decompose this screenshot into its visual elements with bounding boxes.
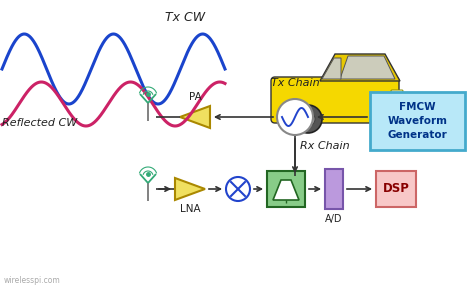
FancyBboxPatch shape <box>267 171 305 207</box>
Circle shape <box>378 105 406 133</box>
Polygon shape <box>175 178 205 200</box>
Text: Tx CW: Tx CW <box>165 11 205 24</box>
FancyBboxPatch shape <box>376 171 416 207</box>
Polygon shape <box>273 180 299 200</box>
FancyBboxPatch shape <box>389 101 403 113</box>
Text: A/D: A/D <box>325 214 343 224</box>
FancyBboxPatch shape <box>391 90 403 100</box>
Text: wirelesspi.com: wirelesspi.com <box>4 276 61 285</box>
Circle shape <box>301 112 315 126</box>
Text: Rx Chain: Rx Chain <box>300 141 350 151</box>
Circle shape <box>277 99 313 135</box>
FancyBboxPatch shape <box>271 77 399 123</box>
Text: Tx Chain: Tx Chain <box>271 78 319 88</box>
Polygon shape <box>322 58 341 79</box>
FancyBboxPatch shape <box>370 92 465 150</box>
Text: DSP: DSP <box>383 182 410 195</box>
Text: PA: PA <box>189 92 201 102</box>
Circle shape <box>385 112 399 126</box>
Polygon shape <box>180 106 210 128</box>
Text: FMCW
Waveform
Generator: FMCW Waveform Generator <box>388 102 447 140</box>
Circle shape <box>294 105 322 133</box>
FancyBboxPatch shape <box>325 169 343 209</box>
Text: LNA: LNA <box>180 204 201 214</box>
Circle shape <box>226 177 250 201</box>
Polygon shape <box>320 54 400 81</box>
Polygon shape <box>340 56 395 79</box>
Text: Reflected CW: Reflected CW <box>2 118 77 128</box>
